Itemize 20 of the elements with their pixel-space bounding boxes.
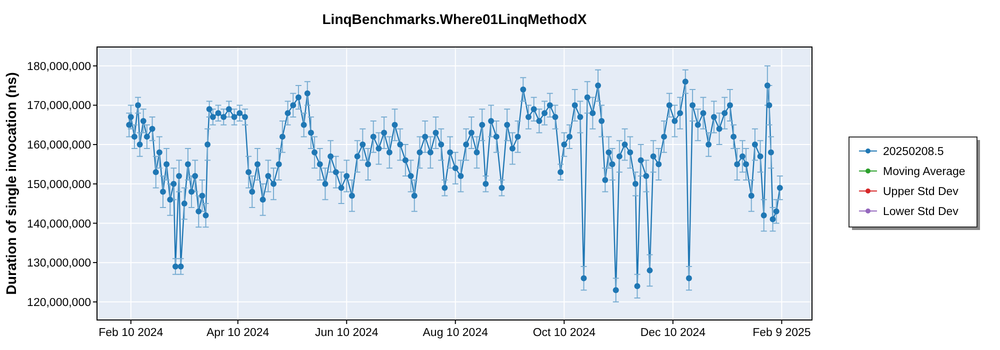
legend-label: 20250208.5 (883, 146, 944, 158)
x-tick-label: Oct 10 2024 (532, 327, 596, 339)
legend-label: Upper Std Dev (883, 186, 959, 198)
y-tick-label: 140,000,000 (27, 218, 91, 230)
x-tick-label: Feb 9 2025 (752, 327, 811, 339)
x-tick-label: Feb 10 2024 (98, 327, 164, 339)
y-tick-label: 120,000,000 (27, 296, 91, 309)
y-tick-label: 180,000,000 (27, 60, 91, 73)
y-tick-label: 170,000,000 (27, 100, 91, 112)
x-tick-label: Jun 10 2024 (314, 327, 379, 339)
legend-label: Moving Average (883, 166, 966, 178)
x-tick-label: Dec 10 2024 (640, 327, 706, 339)
x-tick-label: Apr 10 2024 (206, 327, 270, 339)
legend-label: Lower Std Dev (883, 206, 959, 218)
y-axis-title: Duration of single invocation (ns) (3, 72, 19, 295)
y-tick-label: 130,000,000 (27, 258, 91, 270)
y-tick-label: 160,000,000 (27, 140, 91, 152)
x-tick-label: Aug 10 2024 (422, 327, 489, 339)
y-tick-label: 150,000,000 (27, 178, 91, 191)
chart-title: LinqBenchmarks.Where01LinqMethodX (322, 11, 588, 27)
